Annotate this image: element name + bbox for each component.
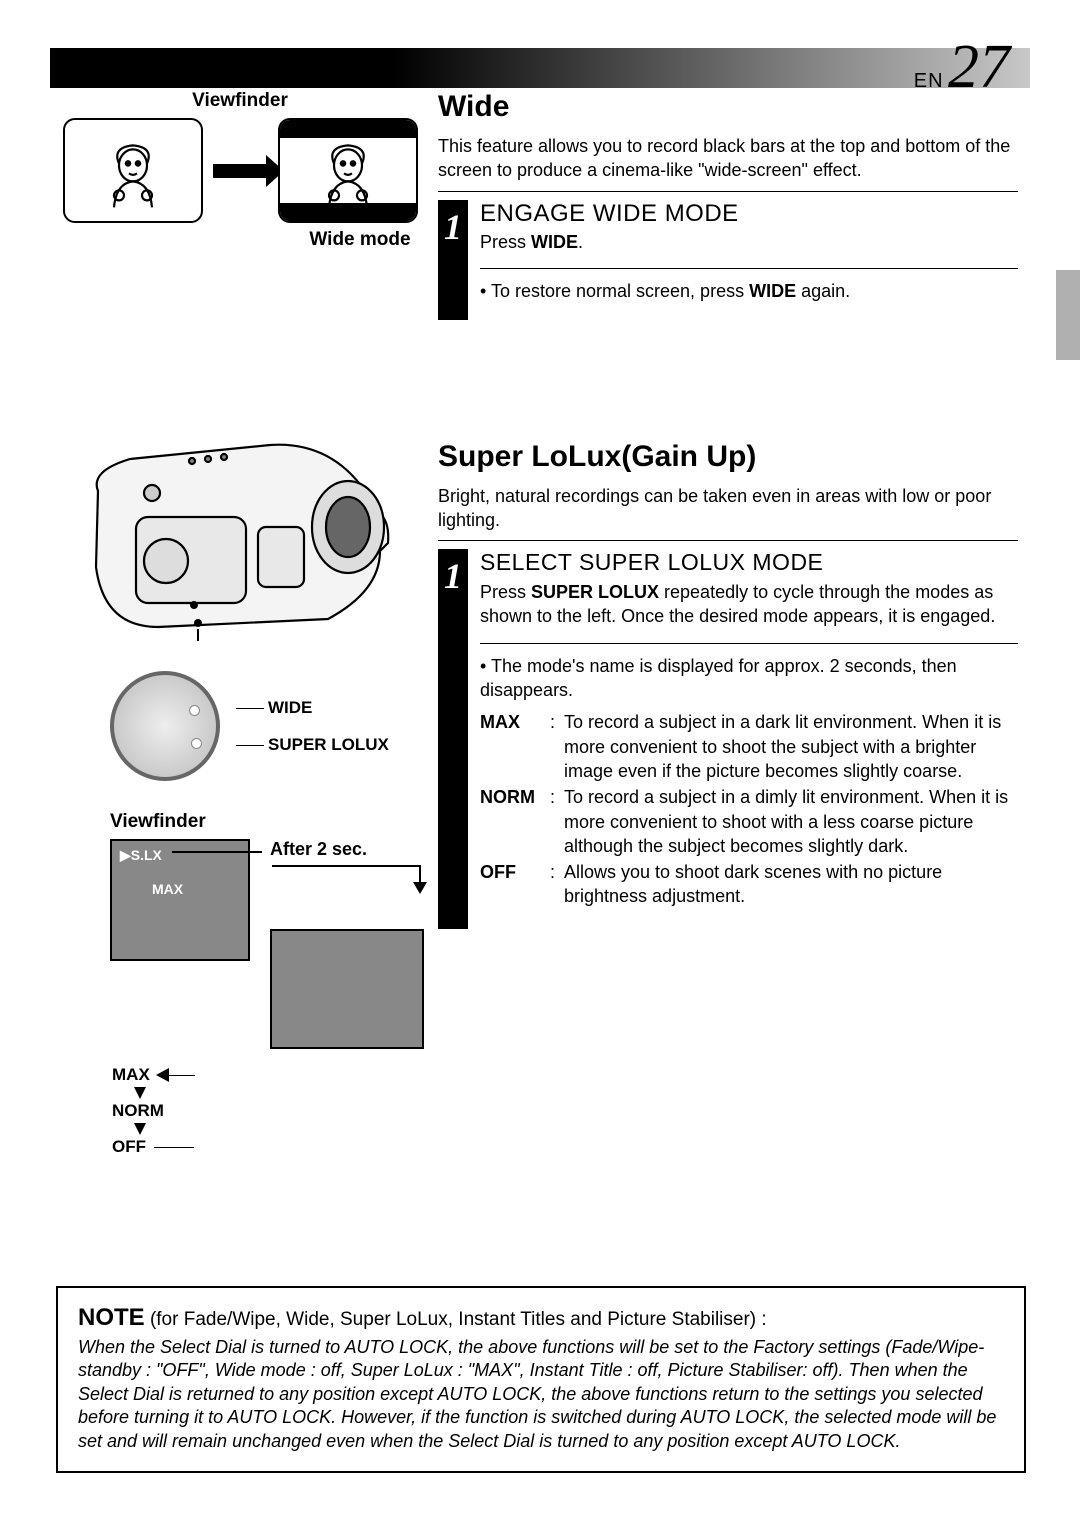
step-number-bar: 1: [438, 200, 468, 320]
triangle-left-icon: [156, 1068, 169, 1082]
step-text: Press WIDE.: [480, 230, 1018, 254]
header-gradient-bar: [50, 48, 1030, 88]
viewfinder-wide-frame: [278, 118, 418, 223]
dial-icon: [110, 671, 220, 781]
step-heading: SELECT SUPER LOLUX MODE: [480, 549, 1018, 576]
subject-illustration: [307, 137, 389, 217]
wide-step-1: 1 ENGAGE WIDE MODE Press WIDE. • To rest…: [438, 200, 1018, 320]
left-illustration-column: Viewfinder Wide mode: [50, 90, 430, 1159]
arrow-down-icon: [134, 1123, 146, 1135]
section-title-lolux: Super LoLux(Gain Up): [438, 440, 1018, 474]
divider: [480, 643, 1018, 644]
wide-restore-note: • To restore normal screen, press WIDE a…: [480, 279, 1018, 303]
note-heading: NOTE (for Fade/Wipe, Wide, Super LoLux, …: [78, 1304, 1004, 1332]
camcorder-illustration-group: WIDE SUPER LOLUX Viewfinder ▶S.LX MAX Af…: [50, 431, 430, 1157]
cycle-max: MAX: [112, 1065, 150, 1085]
step-number-bar: 1: [438, 549, 468, 929]
arrow-down-right-icon: [270, 864, 430, 894]
viewfinder-label-2: Viewfinder: [110, 811, 430, 833]
lolux-description: Bright, natural recordings can be taken …: [438, 484, 1018, 533]
blank-display-box: [270, 929, 424, 1049]
after-2sec-group: After 2 sec.: [270, 839, 430, 1049]
slx-display-box: ▶S.LX MAX: [110, 839, 250, 961]
cycle-off: OFF: [112, 1137, 146, 1157]
divider: [438, 191, 1018, 192]
dial-label-superlolux: SUPER LOLUX: [268, 735, 389, 754]
side-tab: [1056, 270, 1080, 360]
cycle-norm: NORM: [112, 1101, 164, 1121]
arrow-down-icon: [134, 1087, 146, 1099]
right-text-column: Wide This feature allows you to record b…: [438, 90, 1018, 929]
camcorder-illustration: [80, 431, 400, 641]
lolux-bullet: • The mode's name is displayed for appro…: [480, 654, 1018, 703]
page-lang: EN: [914, 70, 944, 92]
dial-labels: WIDE SUPER LOLUX: [236, 689, 389, 764]
mode-row-max: MAX : To record a subject in a dark lit …: [480, 710, 1018, 783]
subject-illustration: [92, 137, 174, 217]
dial-closeup: WIDE SUPER LOLUX: [110, 671, 430, 781]
step-text: Press SUPER LOLUX repeatedly to cycle th…: [480, 580, 1018, 629]
mode-row-off: OFF : Allows you to shoot dark scenes wi…: [480, 860, 1018, 909]
divider: [438, 540, 1018, 541]
mode-cycle-list: MAX NORM OFF: [112, 1065, 430, 1157]
mode-row-norm: NORM : To record a subject in a dimly li…: [480, 785, 1018, 858]
step-number: 1: [444, 206, 462, 248]
viewfinder-label: Viewfinder: [50, 90, 430, 112]
wide-description: This feature allows you to record black …: [438, 134, 1018, 183]
dial-label-wide: WIDE: [268, 698, 312, 717]
arrow-right-icon: [213, 164, 268, 178]
slx-indicator-text: ▶S.LX: [120, 847, 162, 864]
note-box: NOTE (for Fade/Wipe, Wide, Super LoLux, …: [56, 1286, 1026, 1473]
viewfinder-normal-frame: [63, 118, 203, 223]
note-body: When the Select Dial is turned to AUTO L…: [78, 1336, 1004, 1453]
mode-descriptions: MAX : To record a subject in a dark lit …: [480, 710, 1018, 908]
wide-mode-caption: Wide mode: [290, 229, 430, 251]
slx-display-row: ▶S.LX MAX After 2 sec.: [110, 839, 430, 1049]
page-number: EN 27: [914, 36, 1010, 98]
slx-mode-text: MAX: [152, 881, 183, 897]
leader-line: [172, 851, 262, 853]
after-2sec-label: After 2 sec.: [270, 839, 430, 860]
step-heading: ENGAGE WIDE MODE: [480, 200, 1018, 228]
lolux-step-1: 1 SELECT SUPER LOLUX MODE Press SUPER LO…: [438, 549, 1018, 929]
page-num-value: 27: [948, 36, 1010, 98]
section-title-wide: Wide: [438, 90, 1018, 124]
divider: [480, 268, 1018, 269]
viewfinder-comparison: [50, 118, 430, 223]
step-number: 1: [444, 555, 462, 597]
